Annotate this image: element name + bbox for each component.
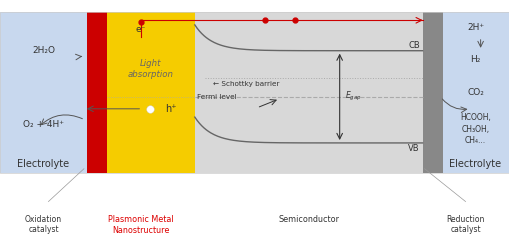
Text: Reduction
catalyst: Reduction catalyst (446, 215, 485, 234)
Text: CO₂: CO₂ (467, 88, 484, 97)
Text: $E_{gap}$: $E_{gap}$ (345, 90, 361, 103)
Text: VB: VB (408, 144, 420, 153)
Text: Plasmonic Metal
Nanostructure: Plasmonic Metal Nanostructure (108, 215, 174, 235)
Bar (443, 12, 508, 173)
Text: O₂ + 4H⁺: O₂ + 4H⁺ (23, 120, 64, 129)
Text: h⁺: h⁺ (165, 104, 177, 114)
Bar (0, 12, 87, 173)
Text: H₂: H₂ (470, 55, 480, 64)
Text: 2H⁺: 2H⁺ (467, 23, 484, 32)
Text: Semiconductor: Semiconductor (278, 215, 339, 223)
Text: 2H₂O: 2H₂O (32, 46, 55, 55)
Text: ← Schottky barrier: ← Schottky barrier (213, 81, 279, 86)
Text: Electrolyte: Electrolyte (17, 159, 70, 169)
Text: e⁻: e⁻ (136, 25, 146, 34)
Bar (422, 12, 443, 173)
Bar (195, 12, 422, 173)
Bar (87, 12, 107, 173)
Text: Oxidation
catalyst: Oxidation catalyst (25, 215, 62, 234)
Bar (107, 12, 195, 173)
Text: HCOOH,
CH₃OH,
CH₄...: HCOOH, CH₃OH, CH₄... (460, 113, 491, 145)
Text: Light
absorption: Light absorption (128, 59, 174, 79)
Bar (0, 12, 508, 173)
Text: Fermi level: Fermi level (197, 94, 237, 100)
Text: Electrolyte: Electrolyte (449, 159, 501, 169)
Text: CB: CB (408, 41, 420, 50)
